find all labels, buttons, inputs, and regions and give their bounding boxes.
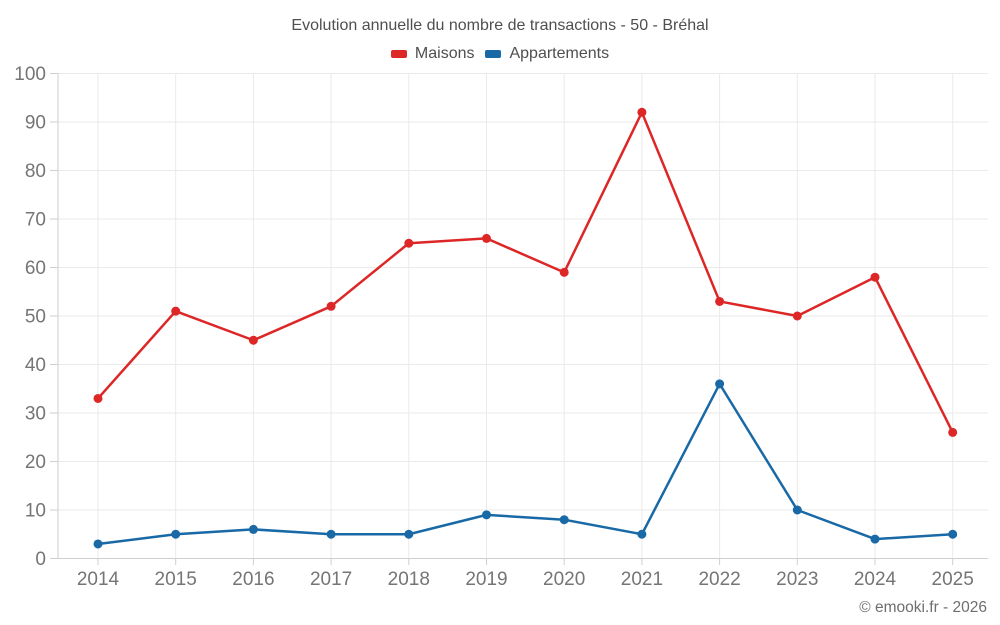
data-point-appartements-2024[interactable] (870, 534, 880, 544)
x-tick-label: 2025 (932, 569, 974, 590)
data-point-maisons-2014[interactable] (93, 393, 103, 403)
data-point-maisons-2019[interactable] (482, 233, 491, 243)
chart-title: Evolution annuelle du nombre de transact… (291, 17, 709, 34)
y-tick-label: 60 (25, 258, 46, 279)
legend-item-maisons[interactable]: Maisons (390, 45, 475, 63)
x-tick-label: 2020 (543, 569, 585, 590)
y-tick-label: 80 (25, 161, 46, 182)
data-point-maisons-2018[interactable] (404, 238, 414, 248)
data-point-appartements-2014[interactable] (93, 539, 103, 549)
data-point-maisons-2022[interactable] (715, 296, 725, 306)
x-tick-label: 2018 (388, 569, 430, 590)
data-point-maisons-2024[interactable] (870, 272, 880, 282)
data-point-maisons-2020[interactable] (559, 267, 569, 277)
y-tick-label: 20 (25, 452, 46, 473)
x-tick-label: 2019 (465, 569, 507, 590)
y-tick-label: 50 (25, 307, 46, 328)
x-tick-label: 2022 (698, 569, 740, 590)
legend-label-appartements: Appartements (509, 45, 610, 62)
data-point-maisons-2021[interactable] (637, 107, 647, 117)
x-axis-labels: 2014 2015 2016 2017 2018 2019 2020 2021 2022 2023… (77, 569, 974, 590)
y-tick-label: 100 (14, 64, 46, 85)
data-point-maisons-2017[interactable] (326, 301, 336, 311)
x-tick-label: 2017 (310, 569, 352, 590)
series-line-maisons (96, 111, 954, 434)
data-point-appartements-2021[interactable] (637, 529, 647, 539)
y-tick-label: 90 (25, 113, 46, 134)
appartements-series-swatch-icon (485, 50, 502, 58)
data-point-appartements-2020[interactable] (559, 515, 569, 525)
data-point-maisons-2023[interactable] (792, 311, 802, 321)
y-axis-labels: 0 10 20 30 40 50 60 70 80 90 100 (14, 64, 46, 570)
data-point-appartements-2019[interactable] (482, 510, 491, 520)
y-tick-label: 0 (35, 549, 46, 570)
data-point-appartements-2018[interactable] (404, 529, 414, 539)
series-maisons (93, 107, 958, 437)
data-point-appartements-2015[interactable] (171, 529, 181, 539)
data-point-maisons-2016[interactable] (248, 335, 258, 345)
data-point-appartements-2022[interactable] (715, 379, 725, 389)
series-line-appartements (96, 382, 954, 546)
y-tick-label: 40 (25, 355, 46, 376)
x-tick-label: 2024 (854, 569, 897, 590)
x-tick-label: 2014 (77, 569, 120, 590)
legend: Maisons Appartements (0, 45, 1000, 63)
axes (50, 73, 988, 565)
legend-label-maisons: Maisons (414, 45, 475, 62)
data-point-appartements-2025[interactable] (948, 529, 958, 539)
y-tick-label: 30 (25, 404, 46, 425)
y-tick-label: 70 (25, 210, 46, 231)
data-point-maisons-2015[interactable] (171, 306, 181, 316)
data-point-appartements-2016[interactable] (248, 524, 258, 534)
series-appartements (93, 379, 958, 549)
x-tick-label: 2023 (776, 569, 818, 590)
horizontal-gridlines (58, 73, 988, 511)
data-point-appartements-2017[interactable] (326, 529, 336, 539)
data-point-maisons-2025[interactable] (948, 427, 958, 437)
x-tick-label: 2016 (232, 569, 274, 590)
y-tick-label: 10 (25, 501, 46, 522)
maisons-series-swatch-icon (390, 50, 407, 58)
legend-item-appartements[interactable]: Appartements (485, 45, 609, 63)
x-tick-label: 2021 (621, 569, 663, 590)
data-point-appartements-2023[interactable] (792, 505, 802, 515)
copyright: © emooki.fr - 2026 (859, 599, 987, 616)
x-tick-label: 2015 (155, 569, 197, 590)
